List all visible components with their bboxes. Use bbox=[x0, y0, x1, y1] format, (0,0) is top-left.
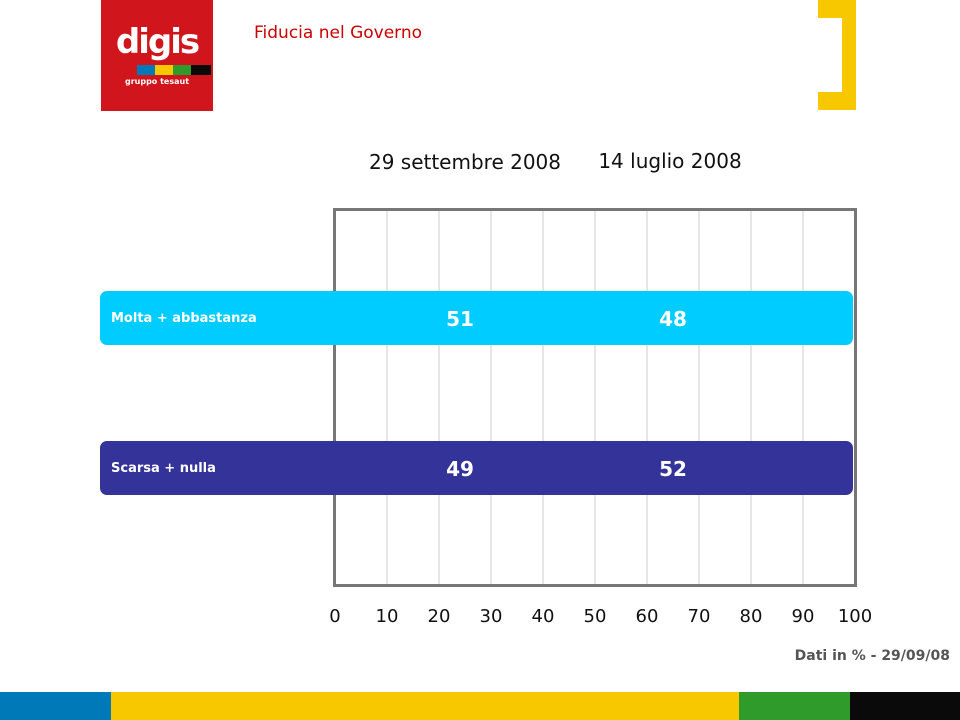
x-tick-label: 10 bbox=[376, 606, 399, 627]
row-band-1 bbox=[100, 291, 853, 345]
x-tick-label: 80 bbox=[740, 606, 763, 627]
footnote: Dati in % - 29/09/08 bbox=[794, 648, 950, 664]
column-header-sept: 29 settembre 2008 bbox=[368, 150, 562, 174]
row-label: Scarsa + nulla bbox=[111, 461, 216, 476]
grid-layer bbox=[386, 210, 804, 585]
logo-tagline: gruppo tesaut bbox=[124, 77, 190, 86]
data-value-label: 51 bbox=[446, 307, 474, 331]
tick-layer: 0 10 20 30 40 50 60 70 80 90 100 bbox=[329, 606, 872, 627]
bar-layer bbox=[100, 291, 853, 495]
footer-yellow-band bbox=[111, 692, 739, 720]
logo-wordmark: digis bbox=[115, 22, 200, 62]
footer-black-band bbox=[850, 692, 960, 720]
data-value-label: 52 bbox=[659, 457, 687, 481]
x-tick-label: 0 bbox=[329, 606, 340, 627]
x-tick-label: 30 bbox=[480, 606, 503, 627]
row-label: Molta + abbastanza bbox=[111, 311, 257, 326]
x-tick-label: 40 bbox=[532, 606, 555, 627]
footer-green-band bbox=[739, 692, 850, 720]
logo-stripe-green bbox=[173, 65, 191, 75]
digis-logo: digis gruppo tesaut bbox=[101, 0, 213, 111]
row-band-2 bbox=[100, 441, 853, 495]
footer-blue-band bbox=[0, 692, 111, 720]
x-tick-label: 60 bbox=[636, 606, 659, 627]
column-header-july: 14 luglio 2008 bbox=[598, 149, 742, 173]
x-tick-label: 100 bbox=[838, 606, 872, 627]
page-title: Fiducia nel Governo bbox=[254, 23, 423, 43]
bracket-top-arm bbox=[818, 0, 842, 18]
plot-frame bbox=[333, 208, 857, 587]
x-tick-label: 20 bbox=[428, 606, 451, 627]
bracket-bottom-arm bbox=[818, 92, 842, 110]
logo-stripe-black bbox=[191, 65, 211, 75]
x-tick-label: 50 bbox=[584, 606, 607, 627]
x-tick-label: 90 bbox=[792, 606, 815, 627]
data-value-label: 48 bbox=[659, 307, 687, 331]
logo-stripe-blue bbox=[137, 65, 155, 75]
bracket-vertical bbox=[842, 0, 856, 110]
x-tick-label: 70 bbox=[688, 606, 711, 627]
data-value-label: 49 bbox=[446, 457, 474, 481]
logo-stripe-yellow bbox=[155, 65, 173, 75]
